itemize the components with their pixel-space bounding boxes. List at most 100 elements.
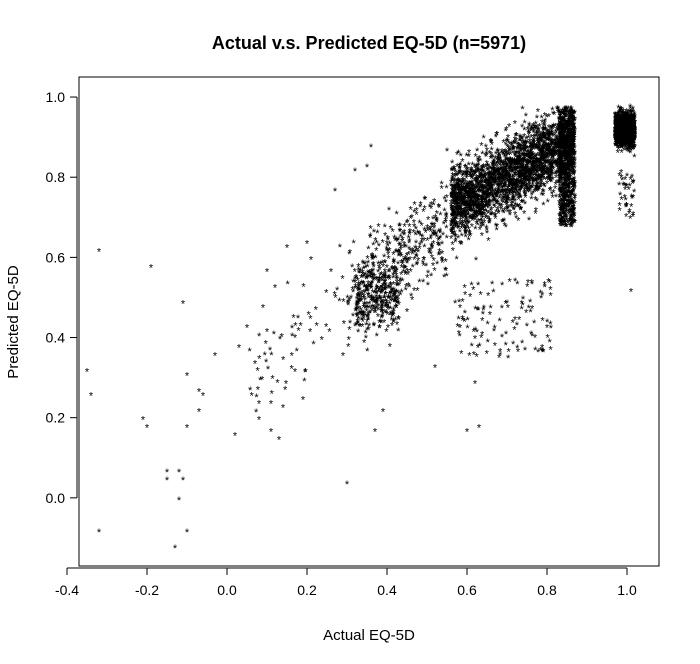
data-point: *	[480, 171, 485, 183]
data-point: *	[477, 210, 482, 222]
data-point: *	[514, 178, 519, 190]
data-point: *	[539, 135, 544, 147]
data-point: *	[540, 168, 545, 180]
data-point: *	[197, 407, 202, 419]
data-point: *	[517, 171, 522, 183]
data-point: *	[257, 415, 262, 427]
data-point: *	[560, 116, 565, 128]
data-point: *	[477, 196, 482, 208]
data-point: *	[544, 153, 549, 165]
data-point: *	[531, 157, 536, 169]
data-point: *	[518, 187, 523, 199]
data-point: *	[473, 208, 478, 220]
data-point: *	[499, 188, 504, 200]
data-point: *	[482, 190, 487, 202]
data-point: *	[514, 131, 519, 143]
data-point: *	[496, 177, 501, 189]
data-point: *	[514, 156, 519, 168]
data-point: *	[554, 144, 559, 156]
data-point: *	[486, 171, 491, 183]
data-point: *	[563, 126, 568, 138]
data-point: *	[523, 178, 528, 190]
data-point: *	[513, 185, 518, 197]
data-point: *	[533, 156, 538, 168]
data-point: *	[543, 133, 548, 145]
data-point: *	[467, 192, 472, 204]
data-point: *	[542, 166, 547, 178]
data-point: *	[560, 121, 565, 133]
data-point: *	[542, 148, 547, 160]
data-point: *	[543, 152, 548, 164]
data-point: *	[570, 156, 575, 168]
data-point: *	[486, 209, 491, 221]
data-point: *	[560, 137, 565, 149]
data-point: *	[462, 196, 467, 208]
data-point: *	[483, 170, 488, 182]
data-point: *	[373, 427, 378, 439]
data-point: *	[503, 170, 508, 182]
data-point: *	[458, 178, 463, 190]
data-point: *	[452, 206, 457, 218]
data-point: *	[458, 188, 463, 200]
data-point: *	[477, 193, 482, 205]
data-point: *	[468, 195, 473, 207]
data-point: *	[451, 210, 456, 222]
data-point: *	[554, 151, 559, 163]
data-point: *	[504, 200, 509, 212]
data-point: *	[526, 171, 531, 183]
data-point: *	[515, 178, 520, 190]
data-point: *	[450, 175, 455, 187]
data-point: *	[537, 173, 542, 185]
data-point: *	[520, 183, 525, 195]
data-point: *	[520, 104, 525, 116]
data-point: *	[484, 200, 489, 212]
data-point: *	[451, 208, 456, 220]
data-point: *	[571, 109, 576, 121]
data-point: *	[237, 343, 242, 355]
data-point: *	[482, 172, 487, 184]
data-point: *	[550, 163, 555, 175]
data-point: *	[522, 208, 527, 220]
data-point: *	[494, 221, 499, 233]
data-point: *	[496, 209, 501, 221]
data-point: *	[531, 144, 536, 156]
data-point: *	[501, 167, 506, 179]
data-point: *	[562, 148, 567, 160]
data-point: *	[545, 179, 550, 191]
data-point: *	[471, 185, 476, 197]
data-point: *	[528, 175, 533, 187]
data-point: *	[507, 189, 512, 201]
data-point: *	[549, 173, 554, 185]
data-point: *	[464, 184, 469, 196]
data-point: *	[468, 204, 473, 216]
data-point: *	[493, 174, 498, 186]
data-point: *	[474, 201, 479, 213]
data-point: *	[485, 192, 490, 204]
data-point: *	[460, 175, 465, 187]
data-point: *	[473, 201, 478, 213]
data-point: *	[454, 189, 459, 201]
data-point: *	[499, 157, 504, 169]
data-point: *	[549, 139, 554, 151]
data-point: *	[526, 158, 531, 170]
data-point: *	[476, 202, 481, 214]
data-point: *	[520, 182, 525, 194]
data-point: *	[562, 164, 567, 176]
data-point: *	[516, 215, 521, 227]
data-point: *	[500, 172, 505, 184]
data-point: *	[532, 160, 537, 172]
data-point: *	[511, 164, 516, 176]
data-point: *	[474, 183, 479, 195]
data-point: *	[526, 151, 531, 163]
data-point: *	[565, 169, 570, 181]
data-point: *	[517, 149, 522, 161]
data-point: *	[468, 185, 473, 197]
data-point: *	[460, 198, 465, 210]
data-point: *	[475, 162, 480, 174]
data-point: *	[475, 167, 480, 179]
data-point: *	[468, 189, 473, 201]
data-point: *	[513, 180, 518, 192]
data-point: *	[537, 146, 542, 158]
data-point: *	[495, 222, 500, 234]
data-point: *	[522, 145, 527, 157]
